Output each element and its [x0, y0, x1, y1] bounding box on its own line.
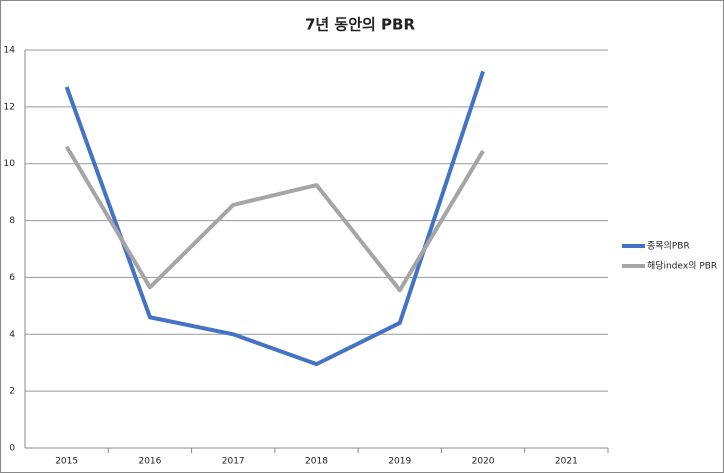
y-tick-label: 2 [9, 387, 15, 397]
y-tick-label: 10 [4, 159, 16, 169]
x-tick-label: 2017 [222, 457, 245, 467]
y-tick-label: 6 [9, 273, 15, 283]
chart-title: 7년 동안의 PBR [305, 16, 416, 34]
x-tick-label: 2020 [472, 457, 495, 467]
series-line [64, 70, 485, 367]
legend-label: 해당index의 PBR [647, 261, 717, 272]
y-tick-label: 12 [4, 102, 15, 112]
y-tick-label: 14 [4, 46, 16, 56]
y-tick-label: 8 [9, 216, 15, 226]
x-tick-label: 2019 [388, 457, 411, 467]
x-tick-label: 2018 [305, 457, 328, 467]
y-tick-label: 0 [9, 444, 15, 454]
legend-label: 종목의PBR [647, 241, 690, 252]
x-tick-label: 2016 [138, 457, 161, 467]
y-tick-label: 4 [9, 330, 15, 340]
x-tick-label: 2021 [555, 457, 578, 467]
series-line [64, 145, 485, 293]
x-tick-label: 2015 [55, 457, 78, 467]
